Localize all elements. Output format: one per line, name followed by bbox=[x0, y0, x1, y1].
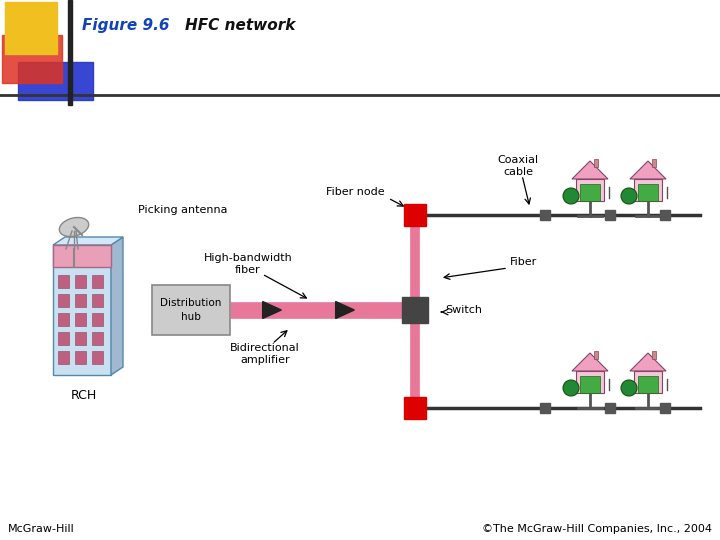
Bar bbox=[652, 351, 656, 359]
Text: HFC network: HFC network bbox=[185, 18, 295, 33]
Bar bbox=[58, 294, 69, 307]
Text: hub: hub bbox=[181, 312, 201, 322]
Bar bbox=[53, 245, 111, 375]
Bar bbox=[58, 332, 69, 345]
Polygon shape bbox=[336, 301, 354, 319]
Text: High-bandwidth: High-bandwidth bbox=[204, 253, 292, 263]
Bar bbox=[18, 62, 93, 100]
Circle shape bbox=[563, 380, 579, 396]
Bar bbox=[92, 332, 103, 345]
Circle shape bbox=[621, 380, 637, 396]
Bar bbox=[576, 179, 604, 201]
Text: Coaxial: Coaxial bbox=[498, 155, 539, 165]
Bar bbox=[68, 0, 72, 105]
Bar bbox=[605, 210, 615, 220]
Polygon shape bbox=[572, 353, 608, 371]
Bar bbox=[152, 285, 230, 335]
Bar bbox=[75, 332, 86, 345]
Bar bbox=[660, 403, 670, 413]
Bar bbox=[540, 403, 550, 413]
Text: amplifier: amplifier bbox=[240, 355, 290, 365]
Bar bbox=[58, 275, 69, 288]
Bar bbox=[638, 184, 658, 201]
Text: Figure 9.6: Figure 9.6 bbox=[82, 18, 169, 33]
Polygon shape bbox=[263, 301, 282, 319]
Text: Bidirectional: Bidirectional bbox=[230, 343, 300, 353]
Bar bbox=[605, 403, 615, 413]
Polygon shape bbox=[111, 237, 123, 375]
Bar bbox=[660, 210, 670, 220]
Text: Fiber: Fiber bbox=[510, 257, 537, 267]
Text: fiber: fiber bbox=[235, 265, 261, 275]
Bar bbox=[652, 159, 656, 167]
Bar bbox=[75, 313, 86, 326]
Text: RCH: RCH bbox=[71, 389, 97, 402]
Bar bbox=[92, 275, 103, 288]
Circle shape bbox=[621, 188, 637, 204]
Ellipse shape bbox=[59, 218, 89, 237]
Bar bbox=[540, 210, 550, 220]
Bar bbox=[92, 313, 103, 326]
Bar bbox=[5, 2, 57, 54]
Polygon shape bbox=[53, 237, 123, 245]
Text: Picking antenna: Picking antenna bbox=[138, 205, 228, 215]
Bar bbox=[92, 294, 103, 307]
Text: cable: cable bbox=[503, 167, 533, 177]
Text: Distribution: Distribution bbox=[161, 298, 222, 308]
Bar bbox=[404, 397, 426, 419]
Bar bbox=[580, 376, 600, 393]
Bar bbox=[594, 351, 598, 359]
Polygon shape bbox=[630, 353, 666, 371]
Bar bbox=[634, 371, 662, 393]
Text: Fiber node: Fiber node bbox=[326, 187, 385, 197]
Bar bbox=[58, 313, 69, 326]
Bar bbox=[576, 371, 604, 393]
Bar bbox=[580, 184, 600, 201]
Bar bbox=[594, 159, 598, 167]
Bar bbox=[75, 294, 86, 307]
Text: Switch: Switch bbox=[445, 305, 482, 315]
Bar bbox=[404, 204, 426, 226]
Text: ©The McGraw-Hill Companies, Inc., 2004: ©The McGraw-Hill Companies, Inc., 2004 bbox=[482, 524, 712, 534]
Circle shape bbox=[563, 188, 579, 204]
Bar bbox=[638, 376, 658, 393]
Bar bbox=[2, 35, 62, 83]
Bar bbox=[634, 179, 662, 201]
Bar bbox=[58, 351, 69, 364]
Polygon shape bbox=[630, 161, 666, 179]
Bar bbox=[75, 275, 86, 288]
Text: McGraw-Hill: McGraw-Hill bbox=[8, 524, 75, 534]
Polygon shape bbox=[572, 161, 608, 179]
Bar bbox=[75, 351, 86, 364]
Bar bbox=[402, 297, 428, 323]
Bar bbox=[92, 351, 103, 364]
Bar bbox=[53, 245, 111, 267]
